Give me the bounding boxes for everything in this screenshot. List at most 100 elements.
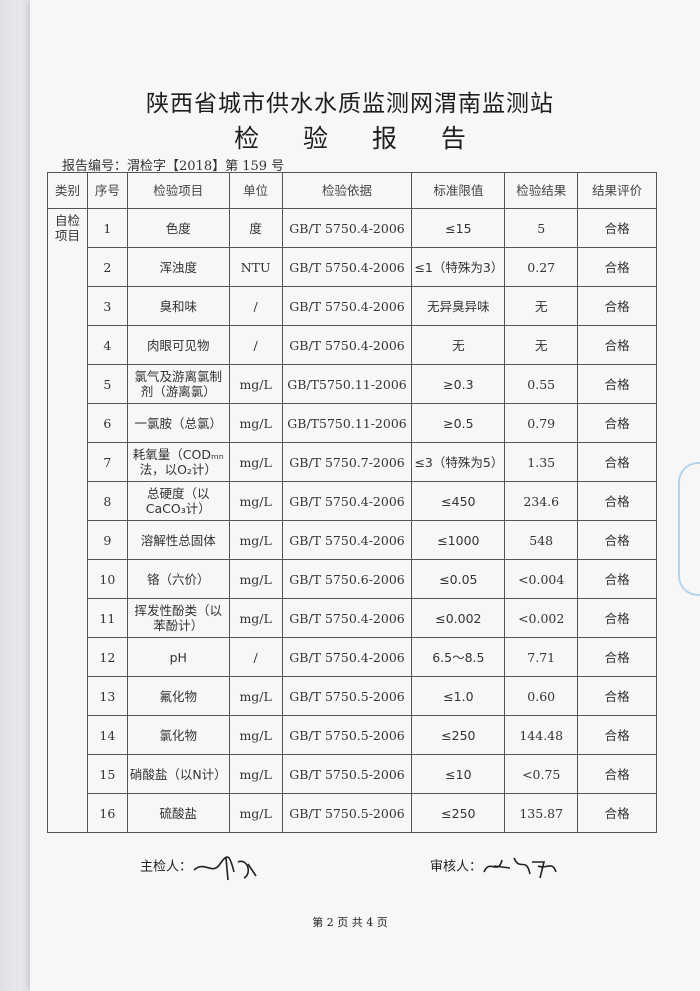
table-cell: 氯气及游离氯制剂（游离氯）	[126, 364, 230, 404]
inspection-table: 类别 序号 检验项目 单位 检验依据 标准限值 检验结果 结果评价 自检项目 1 色度度 GB/T …	[47, 172, 657, 833]
table-cell: 6	[86, 403, 128, 443]
table-cell: ≥0.5	[411, 403, 506, 443]
table-cell: 10	[86, 559, 128, 599]
scan-edge	[0, 0, 30, 991]
table-cell: mg/L	[228, 598, 283, 638]
table-cell: 合格	[577, 715, 657, 755]
table-cell: 合格	[577, 637, 657, 677]
table-cell: ≤1.0	[411, 676, 506, 716]
table-row: 4 肉眼可见物 / GB/T 5750.4-2006 无无合格	[48, 325, 657, 365]
table-cell: 溶解性总固体	[126, 520, 230, 560]
table-cell: /	[228, 286, 283, 326]
table-cell: GB/T 5750.5-2006	[281, 715, 413, 755]
table-cell: 合格	[577, 442, 657, 482]
table-cell: 度	[228, 208, 283, 248]
stamp-fragment	[678, 462, 700, 596]
table-cell: 135.87	[504, 793, 579, 833]
organization-title: 陕西省城市供水水质监测网渭南监测站	[146, 91, 554, 117]
table-row: 9 溶解性总固体 mg/L GB/T 5750.4-2006 ≤1000 548 合格	[48, 520, 657, 560]
table-row: 自检项目 1 色度度 GB/T 5750.4-2006 ≤15 5 合格	[47, 208, 657, 833]
table-cell: 无	[504, 325, 579, 365]
table-cell: 无	[504, 286, 579, 326]
inspector-signature: 主检人：	[140, 852, 260, 882]
table-cell: pH	[126, 637, 230, 677]
column-header: 序号	[86, 172, 128, 209]
reviewer-signature: 审核人：	[430, 852, 560, 882]
table-cell: mg/L	[228, 793, 283, 833]
table-cell: 7	[86, 442, 128, 482]
column-header: 检验依据	[281, 172, 413, 209]
table-row: 11 挥发性酚类（以苯酚计） mg/L GB/T 5750.4-2006 ≤0.002 <…	[48, 598, 657, 638]
column-header: 结果评价	[577, 172, 657, 209]
table-cell: 合格	[577, 208, 657, 248]
table-cell: 合格	[577, 676, 657, 716]
table-cell: ≤10	[411, 754, 506, 794]
column-header: 类别	[47, 172, 88, 209]
table-cell: 合格	[577, 481, 657, 521]
table-cell: 色度	[126, 208, 230, 248]
table-cell: /	[228, 325, 283, 365]
table-cell: 6.5～8.5	[411, 637, 506, 677]
table-cell: ≤450	[411, 481, 506, 521]
table-cell: 无异臭异味	[411, 286, 506, 326]
table-cell: mg/L	[228, 559, 283, 599]
table-row: 6 一氯胺（总氯） mg/L GB/T5750.11-2006 ≥0.5 0.79 合格	[48, 403, 657, 443]
table-cell: GB/T 5750.4-2006	[281, 598, 413, 638]
table-cell: mg/L	[228, 754, 283, 794]
table-cell: 合格	[577, 598, 657, 638]
table-cell: GB/T 5750.4-2006	[281, 481, 413, 521]
table-row: 5 氯气及游离氯制剂（游离氯） mg/L GB/T5750.11-2006 ≥0.3 0.…	[48, 364, 657, 404]
column-header: 标准限值	[411, 172, 506, 209]
table-row: 16 硫酸盐 mg/L GB/T 5750.5-2006 ≤250 135.87 合格	[48, 793, 657, 833]
table-cell: 硫酸盐	[126, 793, 230, 833]
table-row: 2 浑浊度 NTU GB/T 5750.4-2006 ≤1（特殊为3） 0.27 合格	[48, 247, 657, 287]
table-cell: GB/T 5750.4-2006	[281, 247, 413, 287]
reviewer-label: 审核人：	[430, 859, 483, 875]
report-number: 报告编号：渭检字【2018】第 159 号	[62, 159, 285, 174]
table-cell: 合格	[577, 286, 657, 326]
table-cell: 一氯胺（总氯）	[126, 403, 230, 443]
table-cell: mg/L	[228, 403, 283, 443]
table-cell: <0.004	[504, 559, 579, 599]
table-row: 12 pH / GB/T 5750.4-2006 6.5～8.5 7.71 合格	[48, 637, 657, 677]
table-cell: 铬（六价）	[126, 559, 230, 599]
table-cell: GB/T 5750.4-2006	[281, 208, 413, 248]
table-cell: mg/L	[228, 520, 283, 560]
table-cell: 5	[504, 208, 579, 248]
column-header: 检验项目	[126, 172, 230, 209]
table-cell: 5	[86, 364, 128, 404]
table-cell: 0.55	[504, 364, 579, 404]
table-cell: 1.35	[504, 442, 579, 482]
table-cell: GB/T 5750.4-2006	[281, 637, 413, 677]
table-cell: ≤1（特殊为3）	[411, 247, 506, 287]
table-cell: ≤1000	[411, 520, 506, 560]
report-title: 检 验 报 告	[234, 124, 484, 153]
table-cell: 234.6	[504, 481, 579, 521]
table-cell: GB/T 5750.5-2006	[281, 793, 413, 833]
table-cell: 2	[86, 247, 128, 287]
table-cell: ≤15	[411, 208, 506, 248]
table-cell: 548	[504, 520, 579, 560]
table-cell: 浑浊度	[126, 247, 230, 287]
table-cell: 144.48	[504, 715, 579, 755]
table-cell: 0.27	[504, 247, 579, 287]
table-cell: ≥0.3	[411, 364, 506, 404]
table-cell: 无	[411, 325, 506, 365]
table-cell: 合格	[577, 247, 657, 287]
table-cell: ≤0.002	[411, 598, 506, 638]
table-cell: GB/T 5750.4-2006	[281, 520, 413, 560]
table-cell: GB/T 5750.5-2006	[281, 676, 413, 716]
table-cell: mg/L	[228, 364, 283, 404]
table-cell: 挥发性酚类（以苯酚计）	[126, 598, 230, 638]
inspector-label: 主检人：	[140, 859, 193, 875]
table-cell: mg/L	[228, 715, 283, 755]
handwritten-signature-icon	[193, 856, 257, 881]
table-cell: 合格	[577, 403, 657, 443]
table-row: 14 氯化物 mg/L GB/T 5750.5-2006 ≤250 144.48 合格	[48, 715, 657, 755]
table-row: 8 总硬度（以CaCO₃计） mg/L GB/T 5750.4-2006 ≤450 234…	[48, 481, 657, 521]
column-header: 单位	[228, 172, 283, 209]
table-cell: 13	[86, 676, 128, 716]
table-cell: <0.002	[504, 598, 579, 638]
table-cell: 15	[86, 754, 128, 794]
table-cell: ≤0.05	[411, 559, 506, 599]
